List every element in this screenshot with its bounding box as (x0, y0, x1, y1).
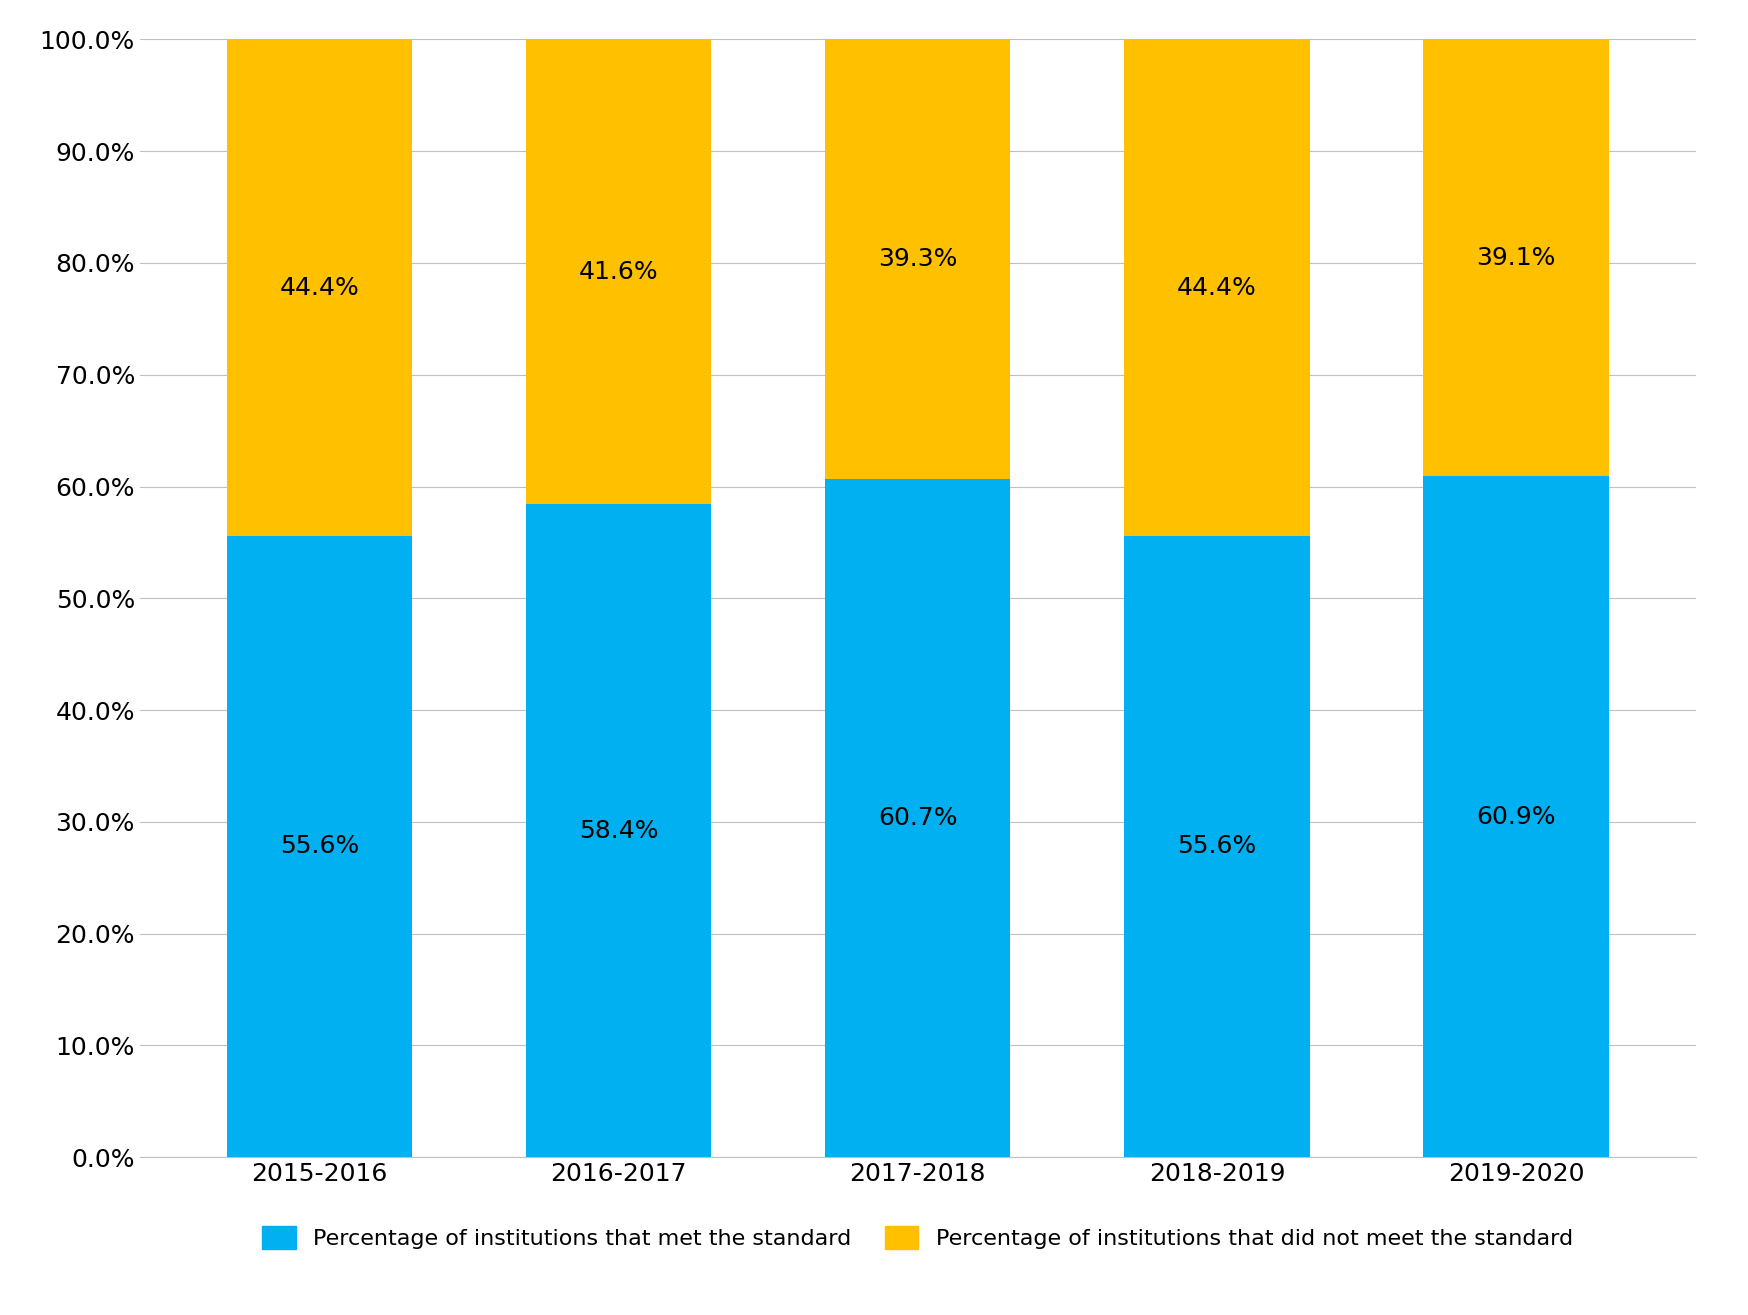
Text: 44.4%: 44.4% (280, 276, 360, 300)
Bar (526, 39, 711, 505)
Text: 39.1%: 39.1% (1477, 246, 1556, 270)
Bar (526, 505, 711, 1157)
Bar (825, 39, 1010, 479)
Bar (1423, 476, 1608, 1157)
Bar (1124, 39, 1309, 535)
Text: 60.9%: 60.9% (1477, 805, 1556, 828)
Text: 44.4%: 44.4% (1176, 276, 1257, 300)
Text: 60.7%: 60.7% (877, 806, 958, 830)
Text: 55.6%: 55.6% (1176, 835, 1257, 859)
Bar (227, 535, 413, 1157)
Bar (1423, 39, 1608, 476)
Legend: Percentage of institutions that met the standard, Percentage of institutions tha: Percentage of institutions that met the … (253, 1218, 1582, 1258)
Text: 58.4%: 58.4% (579, 819, 659, 843)
Bar (1124, 535, 1309, 1157)
Text: 41.6%: 41.6% (579, 260, 659, 284)
Bar (227, 39, 413, 535)
Text: 55.6%: 55.6% (280, 835, 358, 859)
Text: 39.3%: 39.3% (877, 247, 958, 271)
Bar (825, 479, 1010, 1157)
